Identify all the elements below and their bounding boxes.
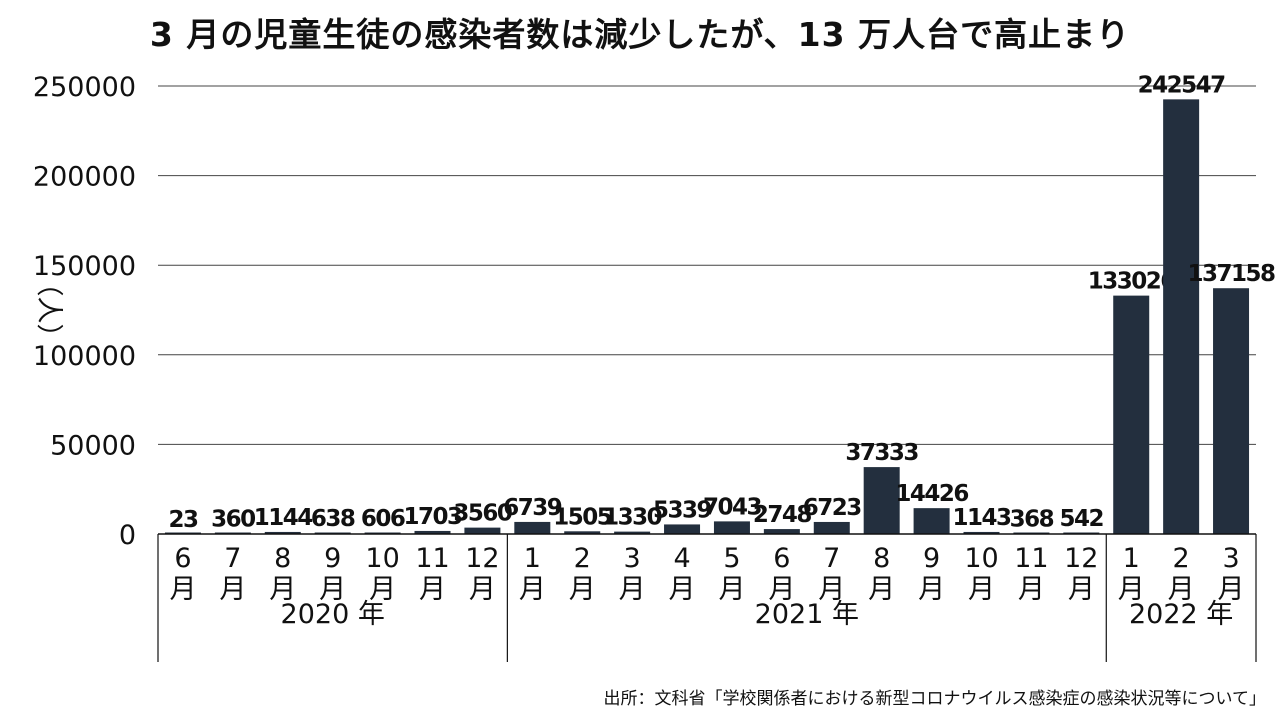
data-label: 1330 <box>603 505 662 531</box>
year-label: 2022 年 <box>1129 599 1233 630</box>
data-label: 6739 <box>503 495 562 521</box>
x-tick-label: 月 <box>1018 574 1045 605</box>
data-label: 133026 <box>1088 269 1176 295</box>
x-tick-label: 月 <box>219 574 246 605</box>
data-label: 638 <box>311 506 355 532</box>
data-label: 1144 <box>254 505 313 531</box>
x-tick-label: 月 <box>818 574 845 605</box>
x-tick-label: 8 <box>274 543 291 574</box>
x-tick-label: 月 <box>569 574 596 605</box>
data-label: 14426 <box>895 481 968 507</box>
x-tick-label: 12 <box>465 543 499 574</box>
x-tick-label: 月 <box>1068 574 1095 605</box>
data-label: 368 <box>1010 506 1054 532</box>
y-tick-label: 50000 <box>50 430 136 461</box>
x-tick-label: 月 <box>1218 574 1245 605</box>
data-label: 242547 <box>1138 72 1226 98</box>
bar <box>813 521 850 534</box>
bar <box>514 521 551 534</box>
x-tick-label: 月 <box>968 574 995 605</box>
data-label: 23 <box>168 507 198 533</box>
bar <box>614 531 651 534</box>
year-label: 2020 年 <box>281 599 385 630</box>
bar <box>1113 295 1150 534</box>
data-label: 37333 <box>845 440 918 466</box>
x-tick-label: 9 <box>324 543 341 574</box>
chart-title: 3 月の児童生徒の感染者数は減少したが、13 万人台で高止まり <box>149 15 1131 54</box>
x-tick-label: 月 <box>419 574 446 605</box>
x-tick-label: 9 <box>923 543 940 574</box>
bar <box>464 527 501 534</box>
data-label: 606 <box>361 506 405 532</box>
x-tick-label: 8 <box>873 543 890 574</box>
x-tick-label: 5 <box>723 543 740 574</box>
x-tick-label: 月 <box>768 574 795 605</box>
data-label: 1505 <box>553 504 612 530</box>
x-tick-label: 月 <box>369 574 396 605</box>
x-tick-label: 7 <box>224 543 241 574</box>
data-label: 1143 <box>952 505 1011 531</box>
bar <box>863 467 900 534</box>
bar <box>264 531 301 534</box>
x-tick-label: 6 <box>174 543 191 574</box>
x-tick-label: 月 <box>619 574 646 605</box>
bar <box>564 531 601 534</box>
x-tick-label: 3 <box>624 543 641 574</box>
bar <box>414 530 451 534</box>
x-tick-label: 11 <box>1014 543 1048 574</box>
x-tick-label: 月 <box>269 574 296 605</box>
x-tick-label: 月 <box>918 574 945 605</box>
x-tick-label: 月 <box>469 574 496 605</box>
y-tick-label: 250000 <box>33 72 136 103</box>
x-tick-label: 月 <box>669 574 696 605</box>
y-tick-label: 150000 <box>33 251 136 282</box>
x-tick-label: 1 <box>1123 543 1140 574</box>
source-note: 出所：文科省「学校関係者における新型コロナウイルス感染症の感染状況等について」 <box>603 689 1267 709</box>
year-label: 2021 年 <box>755 599 859 630</box>
x-tick-label: 月 <box>319 574 346 605</box>
bar <box>963 531 1000 534</box>
x-tick-label: 4 <box>673 543 690 574</box>
x-tick-label: 2 <box>574 543 591 574</box>
y-tick-label: 100000 <box>33 341 136 372</box>
x-tick-label: 10 <box>964 543 998 574</box>
x-tick-label: 11 <box>415 543 449 574</box>
bar <box>1213 288 1250 534</box>
x-tick-label: 月 <box>169 574 196 605</box>
x-tick-label: 月 <box>718 574 745 605</box>
data-label: 7043 <box>703 494 762 520</box>
x-tick-label: 月 <box>1118 574 1145 605</box>
bar <box>913 508 950 534</box>
x-tick-label: 月 <box>1168 574 1195 605</box>
data-label: 542 <box>1060 506 1104 532</box>
x-tick-label: 6 <box>773 543 790 574</box>
data-label: 5339 <box>653 497 712 523</box>
x-tick-label: 12 <box>1064 543 1098 574</box>
data-label: 6723 <box>803 495 862 521</box>
y-axis-label: （人） <box>33 270 64 351</box>
bar <box>664 524 701 534</box>
y-tick-label: 200000 <box>33 162 136 193</box>
bar <box>713 521 750 534</box>
x-tick-label: 月 <box>868 574 895 605</box>
data-label: 360 <box>211 506 255 532</box>
x-tick-label: 月 <box>519 574 546 605</box>
x-tick-label: 1 <box>524 543 541 574</box>
data-label: 1703 <box>403 504 462 530</box>
data-label: 2748 <box>753 502 812 528</box>
data-label: 137158 <box>1188 261 1276 287</box>
y-tick-label: 0 <box>119 520 136 551</box>
x-tick-label: 7 <box>823 543 840 574</box>
x-tick-label: 2 <box>1173 543 1190 574</box>
x-tick-label: 3 <box>1222 543 1239 574</box>
data-label: 3560 <box>453 501 512 527</box>
bar <box>1163 99 1200 534</box>
x-tick-label: 10 <box>365 543 399 574</box>
bar <box>763 529 800 534</box>
